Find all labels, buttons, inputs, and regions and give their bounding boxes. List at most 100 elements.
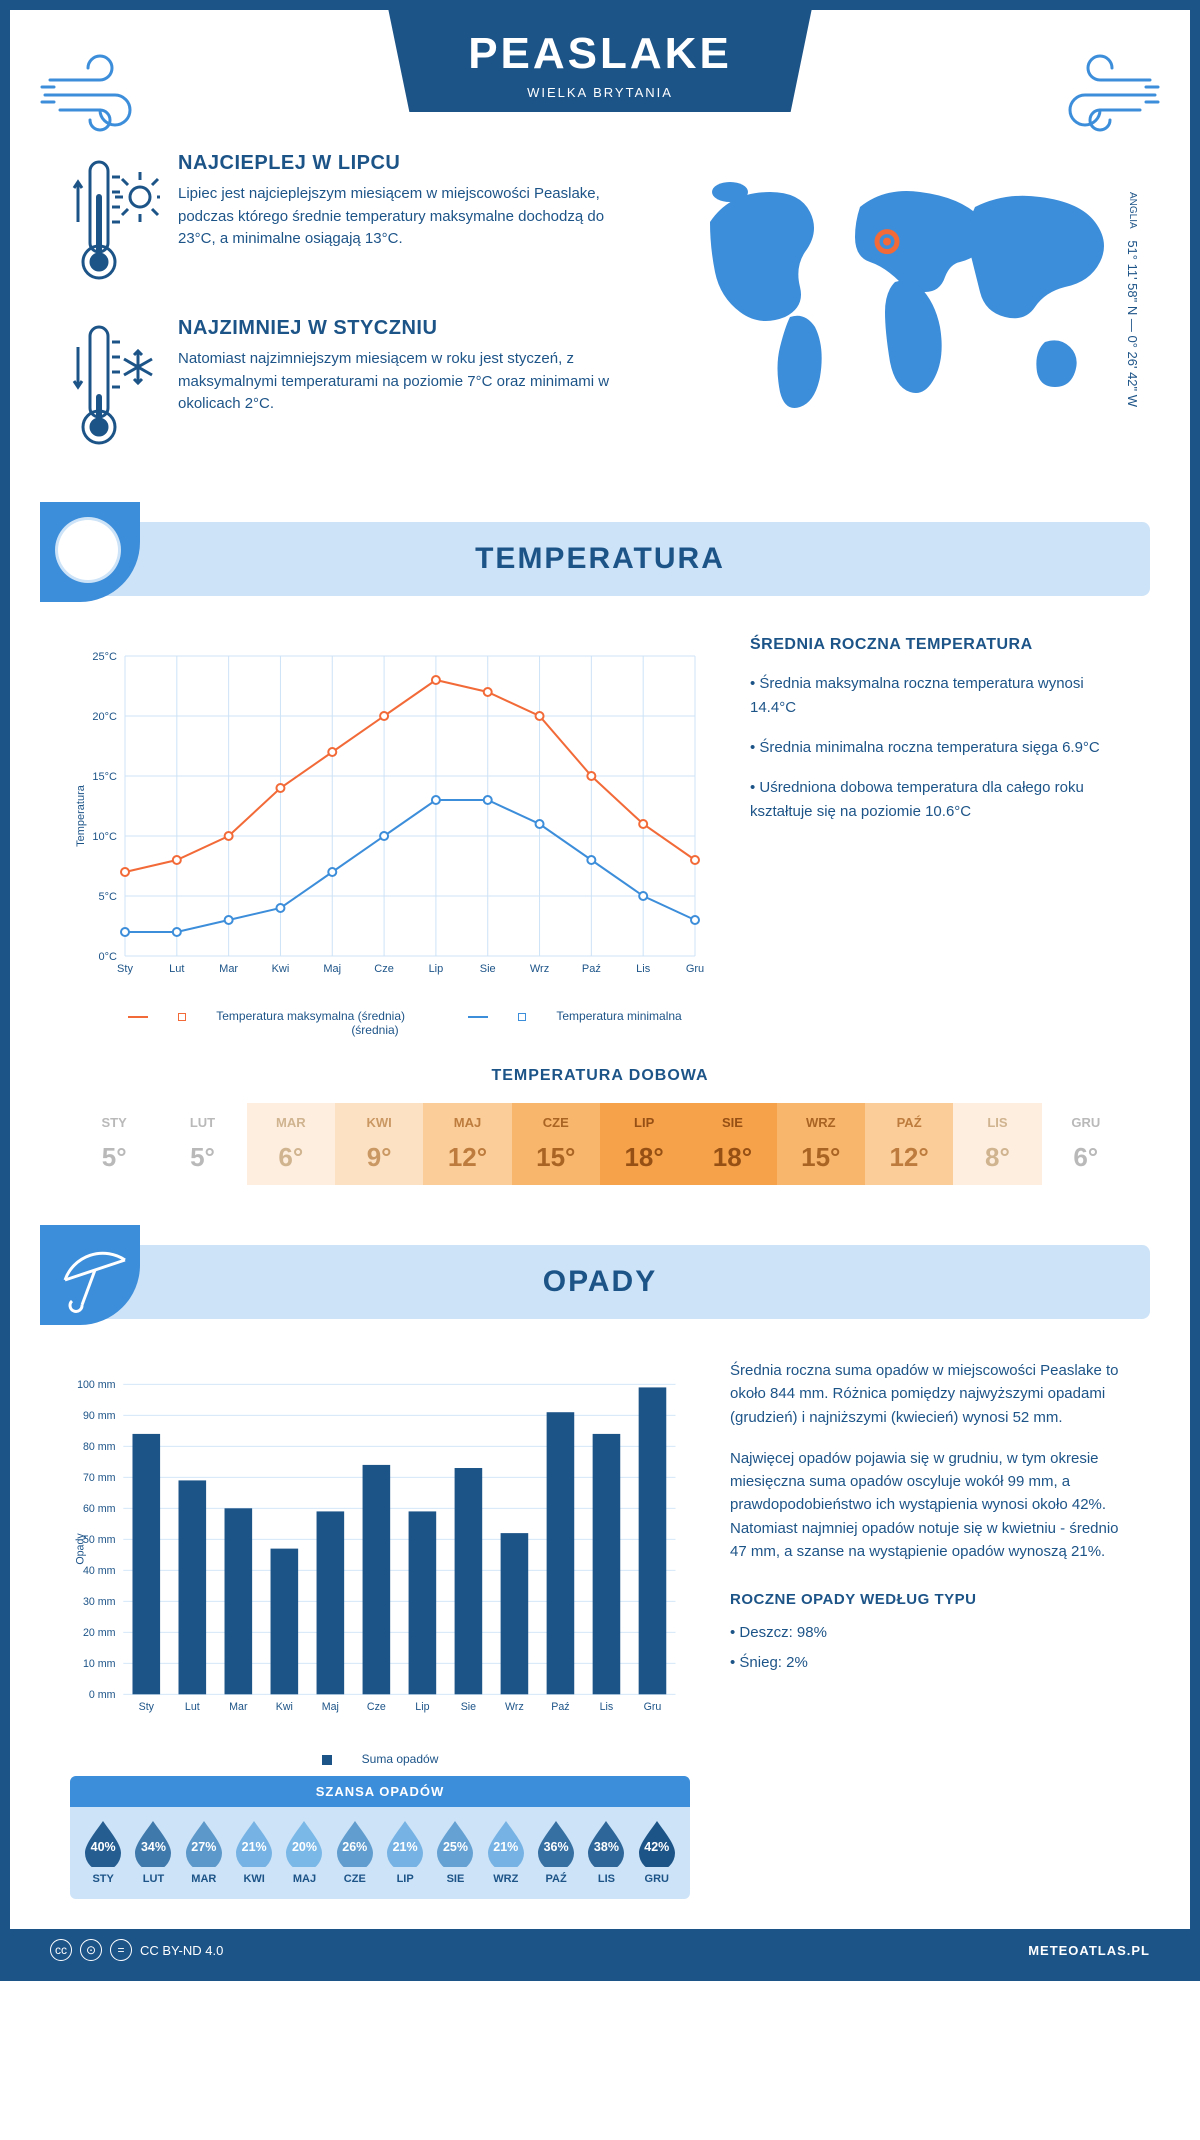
- chance-title: SZANSA OPADÓW: [70, 1776, 690, 1807]
- chance-box: SZANSA OPADÓW 40%STY34%LUT27%MAR21%KWI20…: [70, 1776, 690, 1899]
- cc-icon: cc: [50, 1939, 72, 1961]
- svg-text:10 mm: 10 mm: [83, 1658, 116, 1670]
- svg-text:30 mm: 30 mm: [83, 1596, 116, 1608]
- nd-icon: =: [110, 1939, 132, 1961]
- chance-cell: 21%LIP: [380, 1819, 430, 1885]
- daily-cell: LIP18°: [600, 1103, 688, 1185]
- license-text: CC BY-ND 4.0: [140, 1943, 223, 1958]
- license: cc ⊙ = CC BY-ND 4.0: [50, 1939, 223, 1961]
- svg-text:0 mm: 0 mm: [89, 1689, 116, 1701]
- precip-type-title: ROCZNE OPADY WEDŁUG TYPU: [730, 1588, 1130, 1611]
- chance-cell: 20%MAJ: [279, 1819, 329, 1885]
- chance-cell: 21%KWI: [229, 1819, 279, 1885]
- intro-section: NAJCIEPLEJ W LIPCU Lipiec jest najcieple…: [10, 122, 1190, 502]
- temp-side-item: Średnia minimalna roczna temperatura się…: [750, 736, 1130, 760]
- daily-cell: STY5°: [70, 1103, 158, 1185]
- chance-cell: 38%LIS: [581, 1819, 631, 1885]
- cold-text: Natomiast najzimniejszym miesiącem w rok…: [178, 348, 640, 416]
- sun-icon: [40, 502, 140, 602]
- daily-cell: MAR6°: [247, 1103, 335, 1185]
- svg-text:5°C: 5°C: [99, 891, 118, 903]
- precip-legend: Suma opadów: [70, 1752, 690, 1766]
- svg-text:Maj: Maj: [323, 963, 341, 975]
- svg-text:60 mm: 60 mm: [83, 1503, 116, 1515]
- chance-cell: 25%SIE: [430, 1819, 480, 1885]
- header: PEASLAKE WIELKA BRYTANIA: [10, 10, 1190, 122]
- svg-text:Sty: Sty: [117, 963, 133, 975]
- svg-text:Cze: Cze: [374, 963, 394, 975]
- svg-text:Cze: Cze: [367, 1701, 386, 1713]
- svg-text:Sie: Sie: [461, 1701, 476, 1713]
- precip-chart: 0 mm 10 mm 20 mm 30 mm 40 mm 50 mm 60 mm 70 mm 8…: [70, 1359, 690, 1739]
- chance-cell: 21%WRZ: [481, 1819, 531, 1885]
- svg-text:Gru: Gru: [686, 963, 704, 975]
- temperature-side: ŚREDNIA ROCZNA TEMPERATURA Średnia maksy…: [750, 636, 1130, 1037]
- footer: cc ⊙ = CC BY-ND 4.0 METEOATLAS.PL: [10, 1929, 1190, 1971]
- temperature-legend: Temperatura maksymalna (średnia) Tempera…: [70, 1009, 710, 1037]
- umbrella-icon: [40, 1225, 140, 1325]
- svg-text:Opady: Opady: [75, 1533, 87, 1565]
- page-subtitle: WIELKA BRYTANIA: [468, 85, 732, 100]
- svg-text:Sty: Sty: [139, 1701, 155, 1713]
- svg-text:40 mm: 40 mm: [83, 1565, 116, 1577]
- svg-text:Kwi: Kwi: [276, 1701, 293, 1713]
- svg-text:Temperatura: Temperatura: [75, 784, 87, 847]
- svg-text:15°C: 15°C: [92, 771, 117, 783]
- svg-text:90 mm: 90 mm: [83, 1410, 116, 1422]
- precip-p2: Najwięcej opadów pojawia się w grudniu, …: [730, 1447, 1130, 1563]
- svg-text:100 mm: 100 mm: [77, 1379, 116, 1391]
- page-title: PEASLAKE: [468, 29, 732, 79]
- daily-cell: WRZ15°: [777, 1103, 865, 1185]
- daily-cell: PAŹ12°: [865, 1103, 953, 1185]
- svg-text:Mar: Mar: [219, 963, 238, 975]
- cold-block: NAJZIMNIEJ W STYCZNIU Natomiast najzimni…: [70, 317, 640, 457]
- svg-text:80 mm: 80 mm: [83, 1441, 116, 1453]
- chance-cell: 42%GRU: [632, 1819, 682, 1885]
- svg-text:Paź: Paź: [551, 1701, 569, 1713]
- temp-side-title: ŚREDNIA ROCZNA TEMPERATURA: [750, 636, 1130, 654]
- temperature-title: TEMPERATURA: [475, 542, 725, 575]
- svg-text:Wrz: Wrz: [505, 1701, 524, 1713]
- wind-icon-right: [1020, 40, 1160, 140]
- thermometer-hot-icon: [70, 152, 160, 292]
- hot-block: NAJCIEPLEJ W LIPCU Lipiec jest najcieple…: [70, 152, 640, 292]
- precip-p1: Średnia roczna suma opadów w miejscowośc…: [730, 1359, 1130, 1429]
- svg-text:Maj: Maj: [322, 1701, 339, 1713]
- svg-text:Lis: Lis: [600, 1701, 614, 1713]
- hot-text: Lipiec jest najcieplejszym miesiącem w m…: [178, 183, 640, 251]
- svg-text:70 mm: 70 mm: [83, 1472, 116, 1484]
- daily-temperature: TEMPERATURA DOBOWA STY5°LUT5°MAR6°KWI9°M…: [10, 1057, 1190, 1225]
- chance-cell: 27%MAR: [179, 1819, 229, 1885]
- temp-side-item: Średnia maksymalna roczna temperatura wy…: [750, 672, 1130, 720]
- daily-title: TEMPERATURA DOBOWA: [70, 1067, 1130, 1085]
- svg-text:Lip: Lip: [429, 963, 444, 975]
- svg-text:Kwi: Kwi: [272, 963, 290, 975]
- temperature-section-head: TEMPERATURA: [50, 522, 1150, 596]
- brand: METEOATLAS.PL: [1028, 1943, 1150, 1958]
- svg-text:Lip: Lip: [415, 1701, 429, 1713]
- svg-text:0°C: 0°C: [99, 951, 118, 963]
- svg-text:Lut: Lut: [169, 963, 184, 975]
- svg-text:Mar: Mar: [229, 1701, 248, 1713]
- daily-cell: CZE15°: [512, 1103, 600, 1185]
- svg-text:20 mm: 20 mm: [83, 1627, 116, 1639]
- svg-text:20°C: 20°C: [92, 711, 117, 723]
- daily-cell: LIS8°: [953, 1103, 1041, 1185]
- temp-side-item: Uśredniona dobowa temperatura dla całego…: [750, 776, 1130, 824]
- svg-text:50 mm: 50 mm: [83, 1534, 116, 1546]
- hot-title: NAJCIEPLEJ W LIPCU: [178, 152, 640, 175]
- svg-text:Wrz: Wrz: [530, 963, 549, 975]
- svg-text:Gru: Gru: [644, 1701, 662, 1713]
- precip-side: Średnia roczna suma opadów w miejscowośc…: [730, 1359, 1130, 1909]
- daily-cell: GRU6°: [1042, 1103, 1130, 1185]
- daily-cell: SIE18°: [688, 1103, 776, 1185]
- world-map: [680, 152, 1130, 432]
- svg-text:Sie: Sie: [480, 963, 496, 975]
- thermometer-cold-icon: [70, 317, 160, 457]
- svg-text:Lis: Lis: [636, 963, 651, 975]
- cold-title: NAJZIMNIEJ W STYCZNIU: [178, 317, 640, 340]
- svg-text:Lut: Lut: [185, 1701, 200, 1713]
- chance-cell: 26%CZE: [330, 1819, 380, 1885]
- chance-cell: 40%STY: [78, 1819, 128, 1885]
- chance-cell: 36%PAŹ: [531, 1819, 581, 1885]
